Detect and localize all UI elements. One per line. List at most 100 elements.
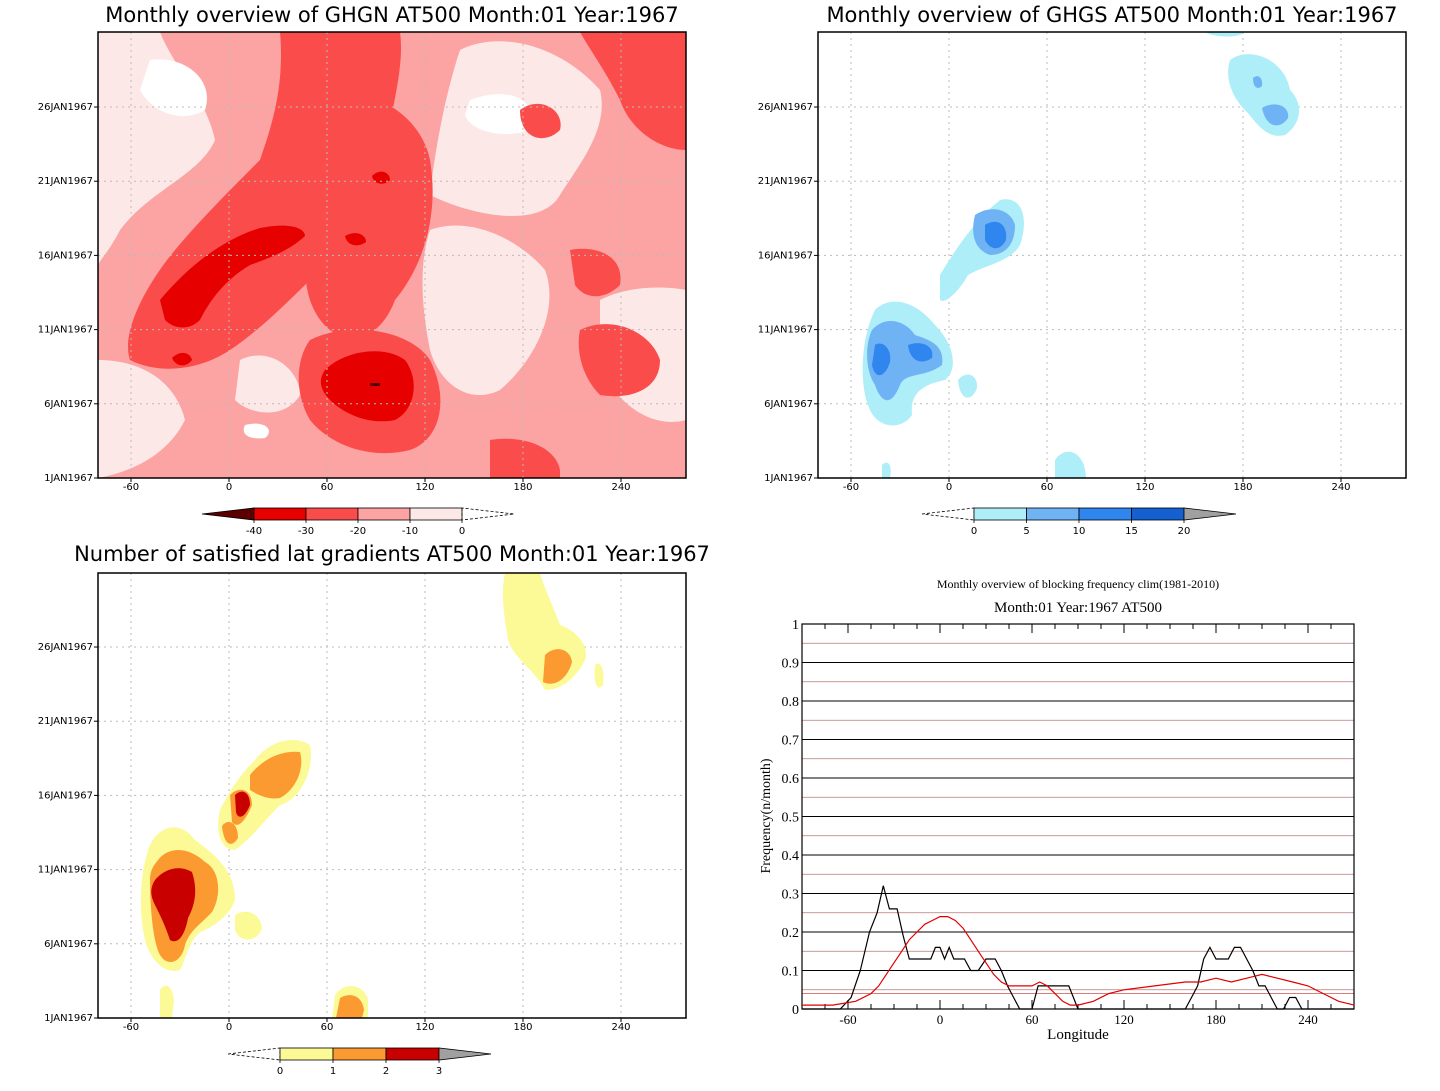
latgrad-blob-mid	[222, 822, 238, 844]
ghgs-axes: -60 0 60 120 180 240 1JAN1967 6JAN1967 11JAN1967…	[758, 102, 1351, 493]
y-tick-label: 0.6	[782, 772, 800, 787]
x-tick-label: 60	[321, 1022, 334, 1033]
colorbar-cell	[305, 507, 359, 521]
latgrad-blob-mid	[336, 995, 364, 1018]
x-tick-label: 180	[1206, 1012, 1226, 1027]
latgrad-blob-strong	[151, 868, 196, 942]
panel-lat-gradients-title: Number of satisfied lat gradients AT500 …	[74, 542, 710, 566]
colorbar-cell	[357, 507, 411, 521]
ghgn-core-dark	[370, 383, 380, 386]
y-tick-label: 1	[792, 618, 799, 633]
ghgn-core	[172, 352, 192, 366]
colorbar-label: -40	[246, 526, 262, 537]
y-tick-label: 26JAN1967	[38, 642, 93, 653]
ghgn-white-region	[140, 59, 207, 117]
panel-ghgn: Monthly overview of GHGN AT500 Month:01 …	[38, 3, 687, 537]
colorbar-label: 20	[1178, 526, 1191, 537]
y-tick-label: 6JAN1967	[44, 939, 93, 950]
x-tick-label: 60	[321, 482, 334, 493]
latgrad-blob	[594, 663, 604, 688]
ghgs-blob-strong	[872, 343, 891, 376]
latgrad-field	[140, 573, 604, 1018]
panel-ghgs-title: Monthly overview of GHGS AT500 Month:01 …	[826, 3, 1397, 27]
y-tick-label: 16JAN1967	[758, 250, 813, 261]
ghgn-core	[345, 233, 366, 246]
y-tick-label: 0.9	[782, 657, 800, 672]
latgrad-blob-strong	[235, 791, 250, 817]
y-tick-label: 6JAN1967	[764, 399, 813, 410]
freq-y-label: Frequency(n/month)	[759, 758, 774, 873]
y-tick-label: 16JAN1967	[38, 790, 93, 801]
x-tick-label: 240	[611, 482, 630, 493]
colorbar-cell	[409, 507, 463, 521]
ghgs-colorbar: 0 5 10 15 20	[921, 507, 1237, 537]
x-tick-label: 120	[1135, 482, 1154, 493]
colorbar-label: 10	[1073, 526, 1086, 537]
freq-plot: -60 0 60 120 180 240 0 0.1 0.2 0.3 0.4 0.5 0.6 0.7 0.8…	[782, 618, 1355, 1027]
y-tick-label: 1JAN1967	[44, 1013, 93, 1024]
colorbar-label: -20	[350, 526, 366, 537]
y-tick-label: 11JAN1967	[38, 865, 93, 876]
colorbar-label: 0	[459, 526, 465, 537]
colorbar-label: 3	[436, 1066, 442, 1077]
panel-ghgn-title: Monthly overview of GHGN AT500 Month:01 …	[105, 3, 678, 27]
ghgn-band-mid	[570, 248, 621, 297]
latgrad-axes: -60 0 60 120 180 240 1JAN1967 6JAN1967 11JAN1967…	[38, 642, 631, 1033]
colorbar-end-triangle	[227, 1047, 281, 1061]
ghgn-field	[98, 32, 686, 478]
latgrad-blob-mid	[250, 751, 302, 799]
panel-lat-gradients: Number of satisfied lat gradients AT500 …	[38, 542, 710, 1077]
y-tick-label: 11JAN1967	[38, 325, 93, 336]
ghgn-white-region	[465, 94, 532, 135]
colorbar-end-triangle	[438, 1047, 492, 1061]
y-tick-label: 26JAN1967	[758, 102, 813, 113]
y-tick-label: 0.8	[782, 695, 800, 710]
colorbar-cell	[332, 1047, 387, 1061]
panel-ghgs: Monthly overview of GHGS AT500 Month:01 …	[758, 3, 1407, 537]
series-line-red	[802, 915, 1355, 1006]
colorbar-cell	[279, 1047, 334, 1061]
colorbar-end-triangle	[461, 507, 515, 521]
ghgs-blob	[958, 374, 978, 398]
colorbar-end-triangle	[921, 507, 975, 521]
y-tick-label: 21JAN1967	[38, 716, 93, 727]
x-tick-label: 60	[1041, 482, 1054, 493]
ghgn-axes: -60 0 60 120 180 240 1JAN1967 6JAN1967 11JAN1967…	[38, 102, 631, 493]
series-line-black	[802, 885, 1354, 1010]
y-tick-label: 0.7	[782, 734, 800, 749]
ghgn-band-mid	[520, 103, 561, 139]
ghgn-pale-region	[235, 355, 300, 413]
x-tick-label: 180	[513, 1022, 532, 1033]
ghgs-blob	[1055, 451, 1086, 478]
colorbar-end-triangle	[201, 507, 255, 521]
freq-chart-title: Monthly overview of blocking frequency c…	[937, 577, 1219, 591]
x-tick-label: -60	[843, 482, 859, 493]
y-tick-label: 0.3	[782, 888, 800, 903]
ghgn-white-region	[243, 423, 269, 439]
ghgn-band-mid	[578, 324, 660, 397]
x-tick-label: -60	[123, 482, 139, 493]
x-tick-label: 240	[1298, 1012, 1318, 1027]
x-tick-label: 0	[946, 482, 952, 493]
x-tick-label: 180	[513, 482, 532, 493]
x-tick-label: 0	[226, 1022, 232, 1033]
x-tick-label: -60	[123, 1022, 139, 1033]
panel-blocking-frequency: Monthly overview of blocking frequency c…	[759, 577, 1355, 1043]
ghgs-blob	[882, 462, 891, 478]
y-tick-label: 6JAN1967	[44, 399, 93, 410]
colorbar-cell	[253, 507, 307, 521]
ghgn-pale-region	[98, 360, 185, 478]
ghgn-band-mid	[580, 32, 686, 150]
colorbar-label: 1	[330, 1066, 336, 1077]
colorbar-cell	[1131, 507, 1185, 521]
ghgn-band-mid	[490, 438, 560, 478]
x-tick-label: 240	[1331, 482, 1350, 493]
ghgn-core	[372, 171, 390, 184]
y-tick-label: 11JAN1967	[758, 325, 813, 336]
x-tick-label: 240	[611, 1022, 630, 1033]
colorbar-cell	[385, 1047, 440, 1061]
colorbar-label: 5	[1023, 526, 1029, 537]
y-tick-label: 0.5	[782, 811, 800, 826]
freq-chart-subtitle: Month:01 Year:1967 AT500	[994, 600, 1162, 616]
y-tick-label: 0	[792, 1003, 799, 1018]
